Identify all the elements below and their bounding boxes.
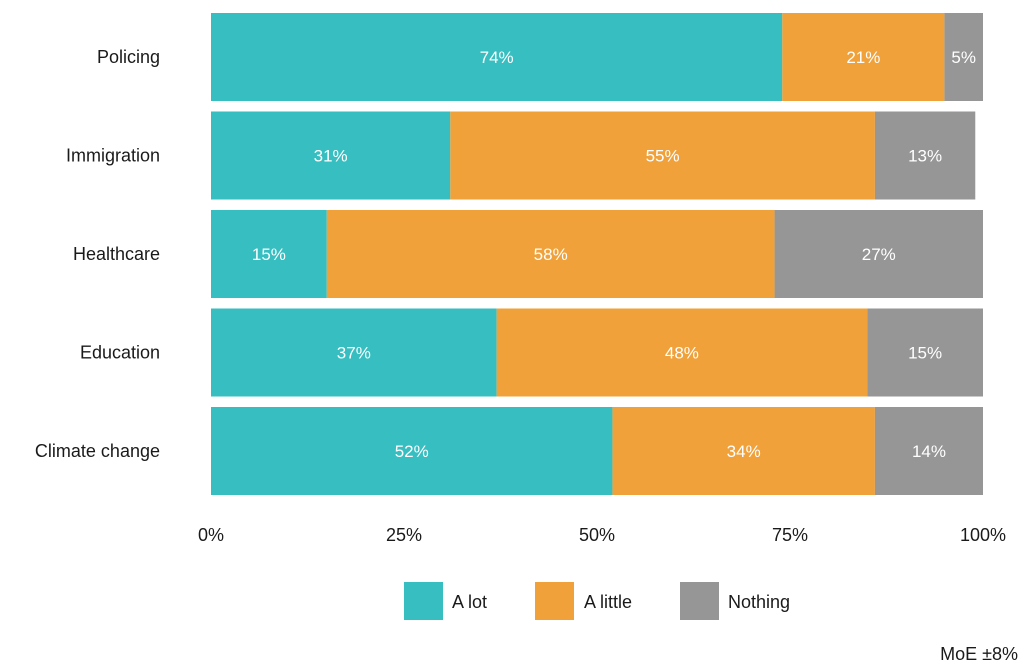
- legend-swatch-nothing: [680, 582, 719, 620]
- value-label-climate-change-a-lot: 52%: [395, 442, 429, 461]
- x-tick-label: 100%: [960, 525, 1006, 545]
- bar-segment-immigration-a-little: [450, 111, 875, 200]
- category-label-education: Education: [80, 343, 160, 363]
- value-label-education-a-lot: 37%: [337, 344, 371, 363]
- value-label-immigration-a-little: 55%: [646, 147, 680, 166]
- value-label-education-nothing: 15%: [908, 344, 942, 363]
- bar-segment-immigration-a-lot: [211, 111, 451, 200]
- bar-segment-policing-a-little: [782, 13, 945, 101]
- category-label-healthcare: Healthcare: [73, 244, 160, 264]
- x-axis-ticks: 0% 25% 50% 75% 100%: [198, 525, 1006, 545]
- category-label-climate-change: Climate change: [35, 441, 160, 461]
- bar-segment-healthcare-nothing: [774, 210, 983, 298]
- legend-swatch-a-lot: [404, 582, 443, 620]
- value-label-healthcare-nothing: 27%: [862, 245, 896, 264]
- value-label-immigration-a-lot: 31%: [314, 147, 348, 166]
- category-label-policing: Policing: [97, 47, 160, 67]
- value-label-healthcare-a-little: 58%: [534, 245, 568, 264]
- legend: A lot A little Nothing: [404, 582, 790, 620]
- value-label-policing-a-little: 21%: [846, 48, 880, 67]
- bar-segment-climate-change-nothing: [874, 407, 983, 495]
- bar-segment-education-nothing: [867, 308, 983, 397]
- bar-segment-immigration-nothing: [874, 111, 976, 200]
- x-tick-label: 0%: [198, 525, 224, 545]
- bar-segment-education-a-lot: [211, 308, 497, 397]
- bars-group: 74% 21% 5% 31% 55% 13% 15% 58% 27% 37% 48% 15% 52% 34…: [211, 13, 983, 495]
- category-label-immigration: Immigration: [66, 146, 160, 166]
- bar-segment-healthcare-a-little: [326, 210, 775, 298]
- bar-segment-healthcare-a-lot: [211, 210, 327, 298]
- value-label-healthcare-a-lot: 15%: [252, 245, 286, 264]
- bar-segment-climate-change-a-lot: [211, 407, 613, 495]
- value-label-climate-change-nothing: 14%: [912, 442, 946, 461]
- bar-segment-policing-nothing: [944, 13, 983, 101]
- bar-segment-policing-a-lot: [211, 13, 783, 101]
- value-label-policing-a-lot: 74%: [480, 48, 514, 67]
- legend-label-nothing: Nothing: [728, 592, 790, 612]
- bar-segment-climate-change-a-little: [612, 407, 875, 495]
- x-tick-label: 25%: [386, 525, 422, 545]
- value-label-climate-change-a-little: 34%: [727, 442, 761, 461]
- value-label-policing-nothing: 5%: [951, 48, 976, 67]
- value-label-education-a-little: 48%: [665, 344, 699, 363]
- value-label-immigration-nothing: 13%: [908, 147, 942, 166]
- legend-label-a-little: A little: [584, 592, 632, 612]
- legend-swatch-a-little: [535, 582, 574, 620]
- bar-segment-education-a-little: [496, 308, 868, 397]
- x-tick-label: 75%: [772, 525, 808, 545]
- category-labels: Policing Immigration Healthcare Education Cl…: [35, 47, 160, 461]
- margin-of-error-note: MoE ±8%: [940, 644, 1018, 664]
- legend-label-a-lot: A lot: [452, 592, 487, 612]
- x-tick-label: 50%: [579, 525, 615, 545]
